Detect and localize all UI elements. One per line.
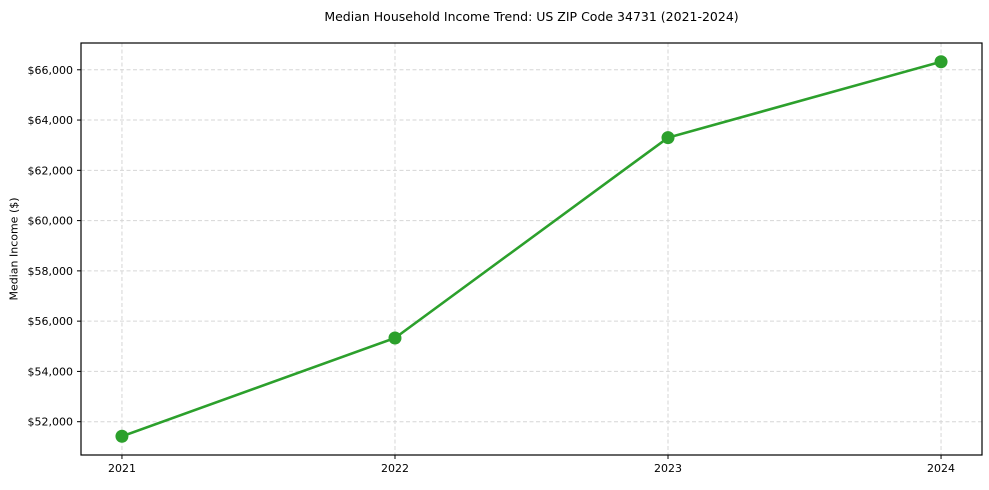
- data-point-marker: [661, 131, 675, 145]
- y-tick-label: $64,000: [28, 114, 74, 127]
- data-line: [120, 60, 943, 438]
- y-tick-label: $60,000: [28, 215, 74, 228]
- y-tick-label: $66,000: [28, 64, 74, 77]
- x-tick-label: 2021: [108, 462, 136, 475]
- y-tick-label: $52,000: [28, 416, 74, 429]
- y-tick-label: $54,000: [28, 365, 74, 378]
- axes-frame: [80, 42, 983, 456]
- y-tick-label: $62,000: [28, 164, 74, 177]
- data-point-marker: [934, 55, 948, 69]
- data-point-marker: [115, 429, 129, 443]
- x-tick-label: 2022: [381, 462, 409, 475]
- y-tick-label: $56,000: [28, 315, 74, 328]
- x-tick-label: 2023: [654, 462, 682, 475]
- y-tick-label: $58,000: [28, 265, 74, 278]
- x-tick-label: 2024: [927, 462, 955, 475]
- chart-title: Median Household Income Trend: US ZIP Co…: [324, 9, 739, 24]
- data-point-marker: [388, 331, 402, 345]
